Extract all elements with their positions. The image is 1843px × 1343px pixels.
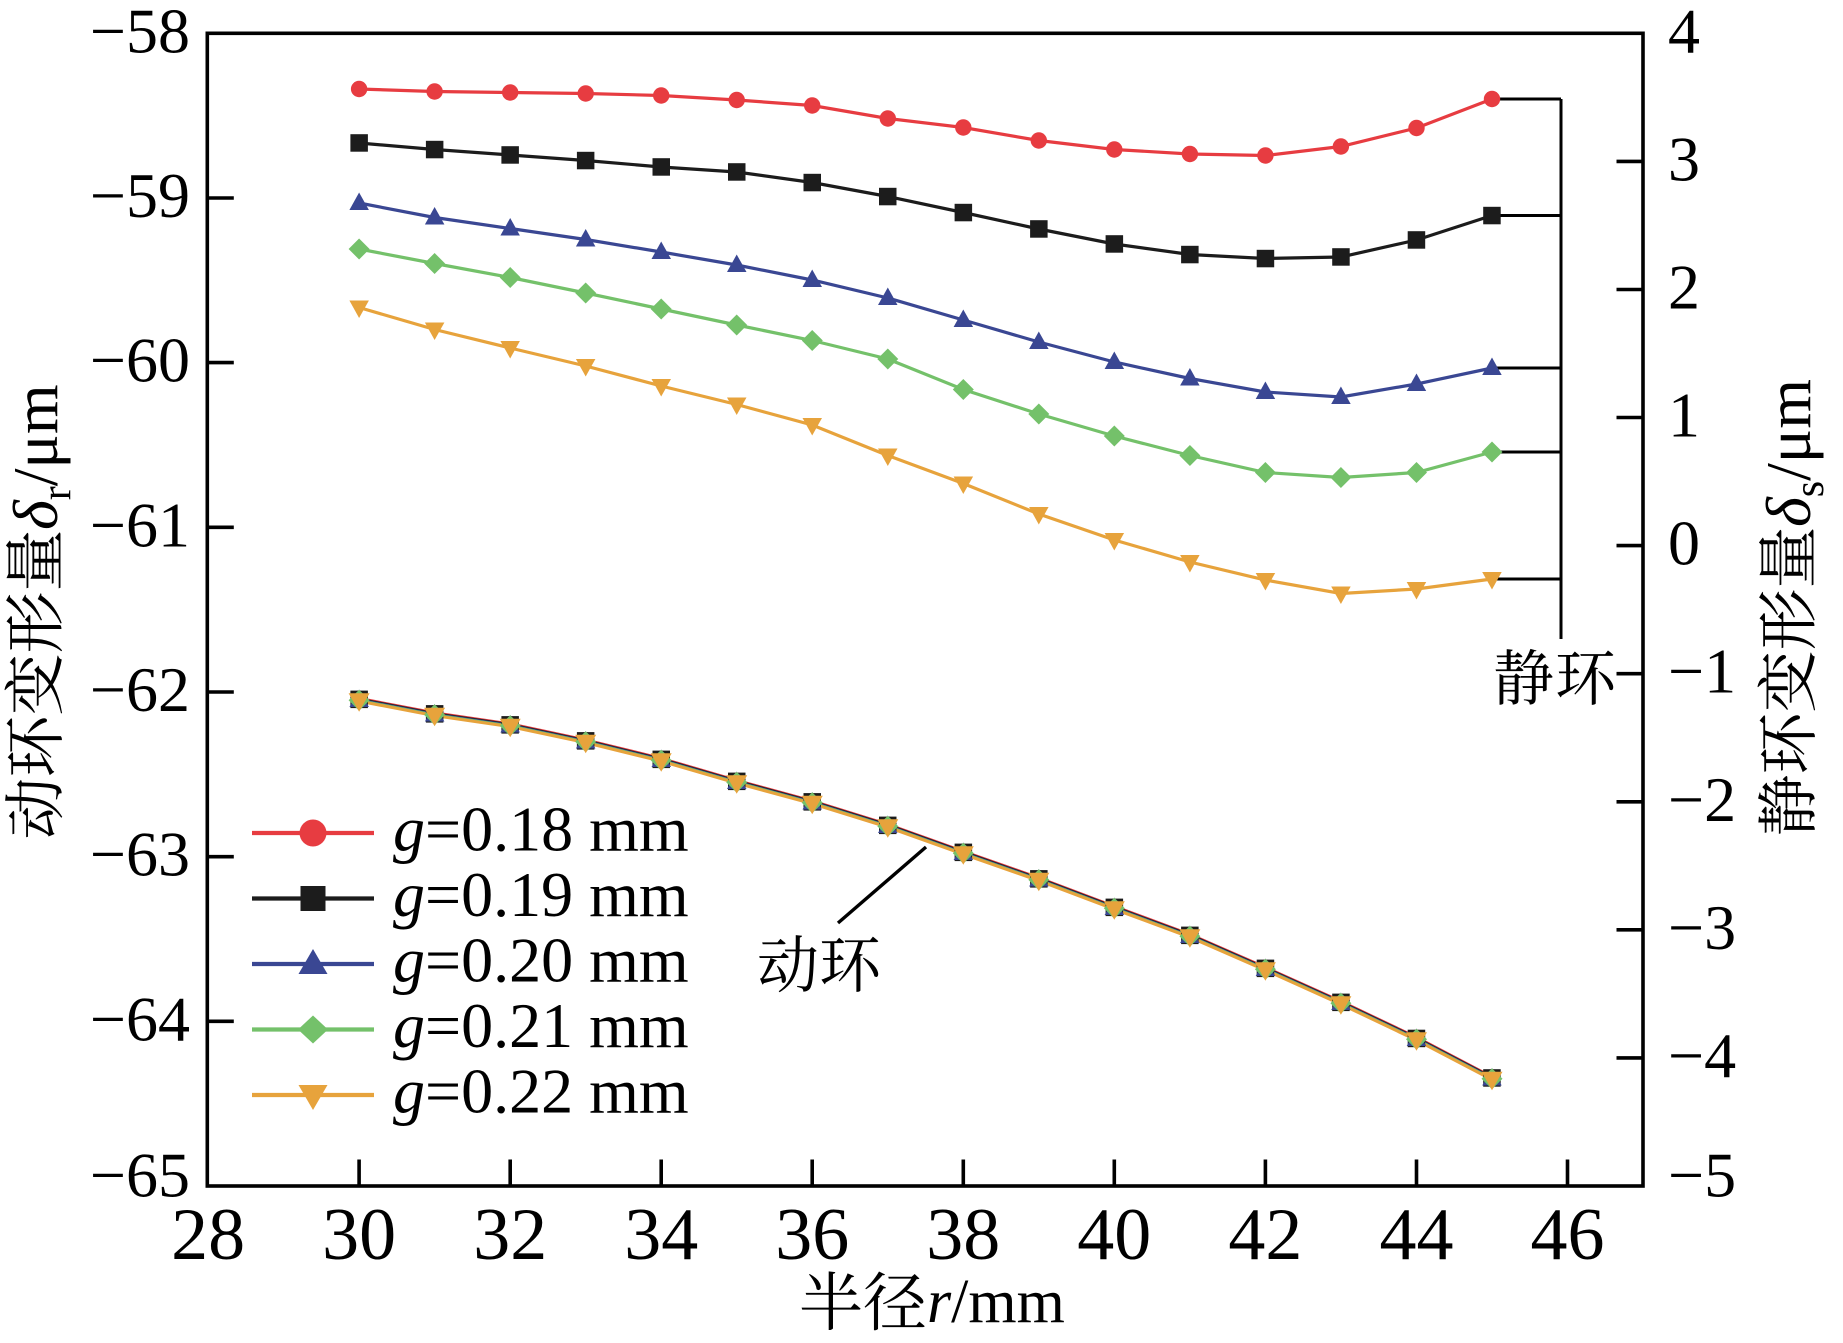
svg-text:−59: −59 — [90, 160, 190, 231]
svg-text:−58: −58 — [90, 0, 190, 66]
svg-text:40: 40 — [1077, 1194, 1151, 1276]
svg-text:2: 2 — [1668, 252, 1700, 323]
svg-text:42: 42 — [1228, 1194, 1302, 1276]
svg-text:g=0.22 mm: g=0.22 mm — [393, 1056, 689, 1127]
svg-text:−4: −4 — [1668, 1020, 1736, 1091]
svg-text:δr/μm: δr/μm — [0, 384, 80, 530]
svg-text:−1: −1 — [1668, 636, 1736, 707]
svg-text:28: 28 — [171, 1194, 245, 1276]
svg-text:1: 1 — [1668, 380, 1700, 451]
svg-text:32: 32 — [473, 1194, 547, 1276]
svg-text:−2: −2 — [1668, 764, 1736, 835]
svg-text:−63: −63 — [90, 819, 190, 890]
svg-text:34: 34 — [624, 1194, 698, 1276]
svg-text:3: 3 — [1668, 123, 1700, 194]
svg-text:g=0.21 mm: g=0.21 mm — [393, 990, 689, 1061]
svg-text:g=0.20 mm: g=0.20 mm — [393, 925, 689, 996]
svg-text:−62: −62 — [90, 654, 190, 725]
svg-text:30: 30 — [322, 1194, 396, 1276]
svg-text:36: 36 — [775, 1194, 849, 1276]
svg-text:−3: −3 — [1668, 892, 1736, 963]
svg-text:44: 44 — [1380, 1194, 1454, 1276]
svg-text:4: 4 — [1668, 0, 1700, 66]
svg-text:−60: −60 — [90, 325, 190, 396]
svg-text:−5: −5 — [1668, 1140, 1736, 1211]
svg-text:−64: −64 — [90, 983, 190, 1054]
svg-text:g=0.18 mm: g=0.18 mm — [393, 794, 689, 865]
svg-text:−65: −65 — [90, 1140, 190, 1211]
svg-text:46: 46 — [1531, 1194, 1605, 1276]
svg-text:g=0.19 mm: g=0.19 mm — [393, 859, 689, 930]
svg-text:38: 38 — [926, 1194, 1000, 1276]
svg-text:δs/μm: δs/μm — [1753, 379, 1833, 527]
svg-text:−61: −61 — [90, 489, 190, 560]
svg-text:r/mm: r/mm — [927, 1268, 1065, 1336]
svg-text:0: 0 — [1668, 508, 1700, 579]
